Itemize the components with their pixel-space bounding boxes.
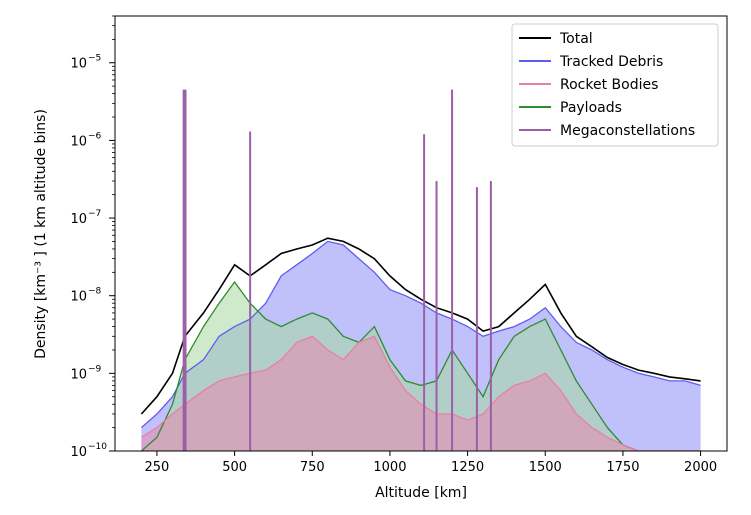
line-layer xyxy=(140,237,701,451)
legend: Total Tracked Debris Rocket Bodies Payloads… xyxy=(511,23,719,147)
legend-label: Total xyxy=(559,31,593,47)
rocket-bodies-line xyxy=(141,335,701,451)
y-tick-label: 10 xyxy=(70,57,87,72)
y-tick-exponent: −6 xyxy=(88,131,102,141)
y-tick-label: 10 xyxy=(70,212,87,227)
payloads-line xyxy=(140,280,701,451)
rocket-bodies-area xyxy=(141,336,701,451)
legend-label: Payloads xyxy=(560,100,622,116)
tracked-debris-line xyxy=(140,240,701,429)
x-axis: 250 500 750 1000 1250 1500 1750 2000 xyxy=(145,451,717,475)
legend-label: Rocket Bodies xyxy=(560,77,658,93)
y-tick-exponent: −9 xyxy=(88,364,102,374)
legend-box xyxy=(511,23,719,147)
x-tick-label: 500 xyxy=(222,460,247,475)
y-tick-label: 10 xyxy=(70,367,87,382)
x-tick-label: 750 xyxy=(300,460,325,475)
y-tick-label: 10 xyxy=(70,445,87,460)
y-axis-label: Density [km⁻³ ] (1 km altitude bins) xyxy=(33,109,49,359)
total-line xyxy=(140,237,701,415)
legend-label: Megaconstellations xyxy=(560,123,695,139)
y-tick-exponent: −10 xyxy=(88,442,107,452)
legend-label: Tracked Debris xyxy=(559,54,663,70)
plot-frame xyxy=(114,15,728,452)
spike-layer xyxy=(182,89,492,451)
y-tick-exponent: −7 xyxy=(88,209,101,219)
x-tick-label: 1750 xyxy=(606,460,639,475)
y-tick-label: 10 xyxy=(70,134,87,149)
x-tick-label: 1500 xyxy=(529,460,562,475)
x-tick-label: 250 xyxy=(145,460,170,475)
y-tick-label: 10 xyxy=(70,290,87,305)
area-layer xyxy=(141,241,701,451)
x-tick-label: 1000 xyxy=(373,460,406,475)
y-tick-exponent: −5 xyxy=(88,54,101,64)
x-tick-label: 2000 xyxy=(684,460,717,475)
x-axis-label: Altitude [km] xyxy=(375,485,467,501)
y-tick-exponent: −8 xyxy=(88,287,102,297)
x-tick-label: 1250 xyxy=(451,460,484,475)
